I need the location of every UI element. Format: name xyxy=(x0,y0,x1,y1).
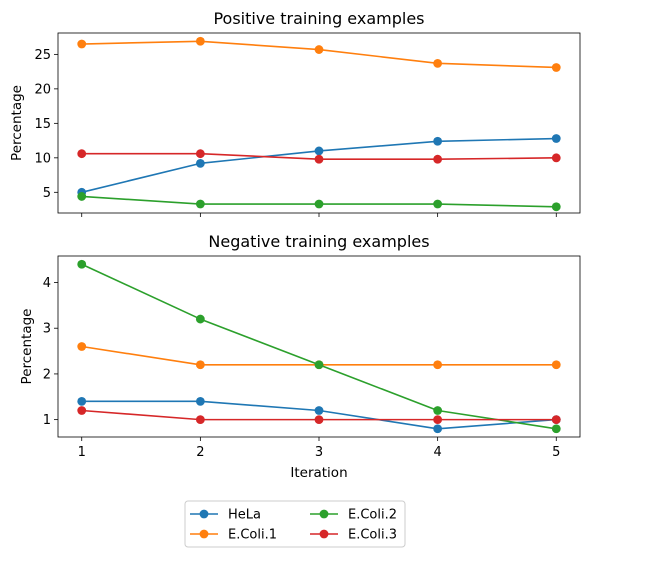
legend-item-hela: HeLa xyxy=(190,508,261,523)
legend-marker-e-coli-1 xyxy=(199,529,209,539)
data-point-hela xyxy=(314,146,324,156)
x-tick-label: 5 xyxy=(552,445,560,460)
y-tick-label: 5 xyxy=(43,186,51,201)
legend-item-e-coli-1: E.Coli.1 xyxy=(190,528,277,543)
data-point-e-coli-2 xyxy=(314,360,324,370)
legend-marker-e-coli-3 xyxy=(319,529,329,539)
legend-label-e-coli-1: E.Coli.1 xyxy=(228,528,277,543)
data-point-e-coli-2 xyxy=(551,202,561,212)
x-tick-label: 2 xyxy=(196,445,204,460)
x-axis-label: Iteration xyxy=(290,465,347,481)
y-tick-label: 15 xyxy=(34,117,51,132)
data-point-e-coli-1 xyxy=(77,342,87,351)
data-point-e-coli-1 xyxy=(195,36,205,46)
data-point-e-coli-2 xyxy=(433,406,443,415)
axes-frame xyxy=(57,32,581,214)
chart-panel-2: Negative training examples 1 2 3 4 1 2 3 4 5 Perce… xyxy=(19,232,581,481)
data-point-e-coli-3 xyxy=(77,406,87,415)
x-tick-label: 3 xyxy=(315,445,323,460)
y-tick-label: 20 xyxy=(34,82,51,97)
y-axis-label: Percentage xyxy=(19,309,35,385)
data-point-e-coli-3 xyxy=(551,153,561,163)
data-point-e-coli-2 xyxy=(77,259,87,269)
data-point-e-coli-1 xyxy=(551,63,561,72)
y-axis-label: Percentage xyxy=(9,85,25,161)
data-point-e-coli-3 xyxy=(551,415,561,425)
chart-title: Negative training examples xyxy=(208,232,429,251)
y-tick-label: 25 xyxy=(34,48,51,63)
legend: HeLa E.Coli.1 E.Coli.2 E.Coli.3 xyxy=(184,500,406,548)
data-point-e-coli-1 xyxy=(77,39,87,49)
legend-item-e-coli-2: E.Coli.2 xyxy=(310,508,397,523)
legend-label-hela: HeLa xyxy=(228,508,261,523)
chart-panels: Positive training examples510152025Perce… xyxy=(9,9,581,481)
data-point-e-coli-2 xyxy=(314,199,324,209)
data-point-hela xyxy=(551,134,561,143)
y-tick-label: 2 xyxy=(43,367,51,382)
data-point-e-coli-2 xyxy=(195,314,205,324)
legend-marker-e-coli-2 xyxy=(319,509,329,519)
data-point-e-coli-2 xyxy=(77,192,87,201)
data-point-hela xyxy=(77,396,87,406)
legend-marker-hela xyxy=(199,509,209,519)
y-tick-label: 3 xyxy=(43,322,51,337)
data-point-e-coli-1 xyxy=(314,45,324,54)
x-tick-label: 4 xyxy=(433,445,441,460)
data-point-e-coli-3 xyxy=(433,154,443,164)
data-point-hela xyxy=(433,136,443,146)
data-point-e-coli-3 xyxy=(195,149,205,159)
data-point-hela xyxy=(195,396,205,406)
y-tick-label: 10 xyxy=(34,151,51,166)
legend-frame xyxy=(184,500,406,548)
x-tick-label: 1 xyxy=(78,445,86,460)
data-point-e-coli-3 xyxy=(77,149,87,159)
data-point-e-coli-2 xyxy=(433,199,443,209)
legend-label-e-coli-2: E.Coli.2 xyxy=(348,508,397,523)
data-point-e-coli-1 xyxy=(551,360,561,370)
data-point-e-coli-3 xyxy=(314,415,324,425)
y-tick-label: 4 xyxy=(43,276,51,291)
legend-item-e-coli-3: E.Coli.3 xyxy=(310,528,397,543)
data-point-e-coli-1 xyxy=(195,360,205,370)
data-point-hela xyxy=(195,158,205,168)
data-point-e-coli-2 xyxy=(551,424,561,434)
axes-frame xyxy=(57,255,581,438)
data-point-hela xyxy=(433,424,443,434)
legend-label-e-coli-3: E.Coli.3 xyxy=(348,528,397,543)
data-point-hela xyxy=(314,406,324,415)
data-point-e-coli-3 xyxy=(433,415,443,425)
chart-panel-1: Positive training examples 5 10 15 20 25 Perce… xyxy=(9,9,581,217)
data-point-e-coli-2 xyxy=(195,199,205,209)
chart-title: Positive training examples xyxy=(213,9,424,28)
data-point-e-coli-1 xyxy=(433,360,443,370)
data-point-e-coli-3 xyxy=(314,154,324,164)
y-tick-label: 1 xyxy=(43,413,51,428)
data-point-e-coli-1 xyxy=(433,58,443,68)
data-point-e-coli-3 xyxy=(195,415,205,425)
